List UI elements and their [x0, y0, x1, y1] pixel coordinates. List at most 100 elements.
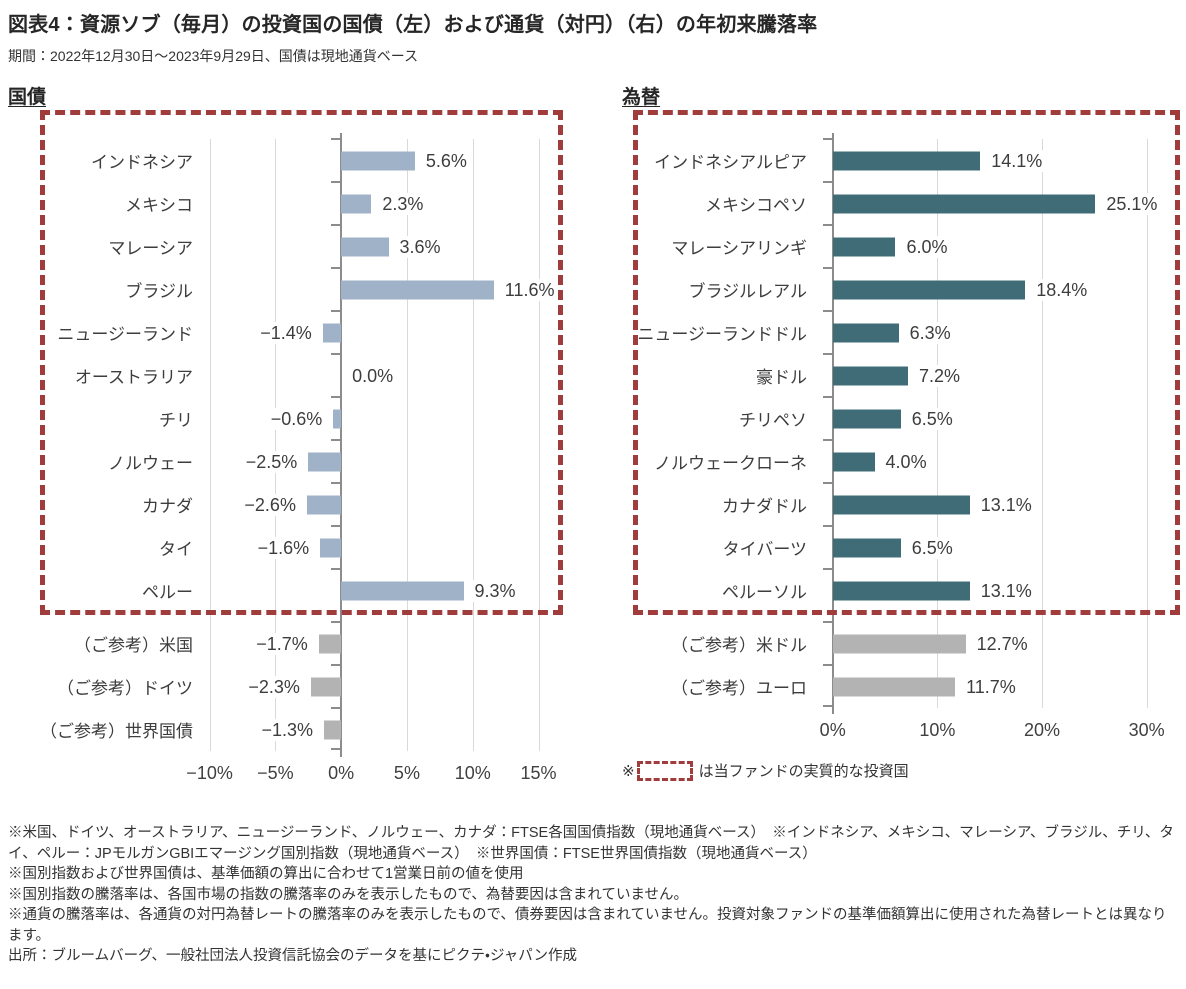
- fx-chart-section: 為替 インドネシアルピア 14.1% メキシコペソ 25.1% マレーシアリンギ 6.0%…: [622, 82, 1180, 789]
- row-plot: 2.3%: [203, 182, 578, 225]
- row-label: ニュージーランド: [57, 325, 193, 344]
- bar: [832, 366, 909, 385]
- value-label: 6.0%: [903, 235, 951, 258]
- source-line: 出所：ブルームバーグ、一般社団法人投資信託協会のデータを基にピクテ・ジャパン作成: [8, 948, 577, 965]
- axis-tick: [331, 482, 342, 484]
- row-plot: 3.6%: [203, 225, 578, 268]
- value-label: −1.4%: [257, 321, 315, 344]
- value-label: 14.1%: [988, 149, 1046, 172]
- value-label: 7.2%: [916, 364, 964, 387]
- row-label: （ご参考）米ドル: [671, 636, 807, 655]
- chart-row: ブラジル 11.6%: [8, 268, 578, 311]
- bar: [341, 280, 494, 299]
- axis-tick: [331, 224, 342, 226]
- row-label: カナダドル: [722, 497, 807, 516]
- row-plot: 6.5%: [817, 526, 1178, 569]
- bar: [832, 581, 970, 600]
- value-label: −1.6%: [254, 536, 313, 559]
- row-plot: 25.1%: [817, 182, 1178, 225]
- value-label: 6.3%: [906, 321, 954, 344]
- bar: [832, 409, 901, 428]
- axis-tick: [331, 568, 342, 570]
- page-title: 図表4：資源ソブ（毎月）の投資国の国債（左）および通貨（対円）（右）の年初来騰落…: [8, 14, 818, 36]
- axis-tick: [822, 482, 833, 484]
- row-plot: 13.1%: [817, 483, 1178, 526]
- value-label: −2.3%: [245, 675, 303, 698]
- value-label: 0.0%: [349, 364, 397, 387]
- bar: [832, 634, 966, 653]
- charts-row: 国債 インドネシア 5.6% メキシコ 2.3% マレーシア 3.6% ブラジル 11.6% ニ…: [8, 82, 1180, 789]
- row-plot: 11.6%: [203, 268, 578, 311]
- row-label: ノルウェークローネ: [654, 454, 807, 473]
- row-plot: −2.6%: [203, 483, 578, 526]
- gridline: [538, 139, 540, 751]
- row-label: タイバーツ: [722, 540, 807, 559]
- bar: [322, 323, 342, 342]
- row-plot: −0.6%: [203, 397, 578, 440]
- bar: [341, 194, 372, 213]
- axis-tick: [331, 748, 342, 750]
- axis-tick: [331, 707, 342, 709]
- bar: [832, 237, 896, 256]
- axis-tick: [822, 353, 833, 355]
- row-label: メキシコペソ: [705, 196, 807, 215]
- bar: [308, 452, 342, 471]
- axis-tick: [822, 138, 833, 140]
- axis-tick: [822, 568, 833, 570]
- row-label: カナダ: [142, 497, 193, 516]
- row-label: インドネシアルピア: [654, 153, 807, 172]
- chart-row: オーストラリア 0.0%: [8, 354, 578, 397]
- row-plot: −1.4%: [203, 311, 578, 354]
- axis-tick: [822, 224, 833, 226]
- value-label: 25.1%: [1103, 192, 1161, 215]
- axis-tick-label: 0%: [328, 763, 355, 783]
- row-label: ニュージーランドドル: [637, 325, 807, 344]
- row-label: ブラジルレアル: [688, 282, 808, 301]
- footnotes: ※米国、ドイツ、オーストラリア、ニュージーランド、ノルウェー、カナダ：FTSE各…: [8, 823, 1178, 967]
- value-label: 11.7%: [963, 675, 1019, 698]
- chart-row: ニュージーランドドル 6.3%: [622, 311, 1178, 354]
- row-label: チリペソ: [739, 411, 807, 430]
- bond-chart-axis-labels: −10% −5% 0% 5% 10% 15%: [186, 759, 578, 789]
- row-plot: 4.0%: [817, 440, 1178, 483]
- axis-tick: [331, 439, 342, 441]
- chart-row: カナダ −2.6%: [8, 483, 578, 526]
- value-label: 13.1%: [977, 493, 1035, 516]
- row-plot: 6.0%: [817, 225, 1178, 268]
- fx-chart-title: 為替: [622, 87, 661, 108]
- axis-tick: [822, 396, 833, 398]
- chart-row: ニュージーランド −1.4%: [8, 311, 578, 354]
- bar: [324, 720, 342, 739]
- row-plot: 12.7%: [817, 622, 1178, 665]
- gridline: [209, 139, 211, 751]
- bar: [310, 677, 342, 696]
- value-label: −2.5%: [242, 450, 301, 473]
- chart-row: ペルーソル 13.1%: [622, 569, 1178, 612]
- bond-chart-title: 国債: [8, 87, 47, 108]
- chart-row: インドネシアルピア 14.1%: [622, 139, 1178, 182]
- zero-axis-line: [340, 133, 343, 757]
- bar: [832, 452, 875, 471]
- axis-tick: [331, 396, 342, 398]
- value-label: −1.7%: [253, 632, 311, 655]
- value-label: 18.4%: [1033, 278, 1091, 301]
- footnote-index-returns: ※国別指数の騰落率は、各国市場の指数の騰落率のみを表示したもので、為替要因は含ま…: [8, 886, 689, 903]
- footnote-currency-returns: ※通貨の騰落率は、各通貨の対円為替レートの騰落率のみを表示したもので、債券要因は…: [8, 907, 1167, 944]
- row-label: マレーシアリンギ: [671, 239, 807, 258]
- row-plot: 9.3%: [203, 569, 578, 612]
- chart-row: マレーシアリンギ 6.0%: [622, 225, 1178, 268]
- chart-row: （ご参考）世界国債 −1.3%: [8, 708, 578, 751]
- value-label: 12.7%: [973, 632, 1031, 655]
- row-plot: 7.2%: [817, 354, 1178, 397]
- bar: [832, 538, 901, 557]
- plot-overlay: [203, 133, 578, 757]
- chart-row: ノルウェークローネ 4.0%: [622, 440, 1178, 483]
- bar: [832, 495, 970, 514]
- row-label: （ご参考）世界国債: [40, 722, 193, 741]
- chart-row: インドネシア 5.6%: [8, 139, 578, 182]
- axis-tick: [822, 439, 833, 441]
- row-label: マレーシア: [108, 239, 193, 258]
- bar: [832, 194, 1096, 213]
- fund-note-text: は当ファンドの実質的な投資国: [698, 763, 909, 780]
- axis-tick: [822, 705, 833, 707]
